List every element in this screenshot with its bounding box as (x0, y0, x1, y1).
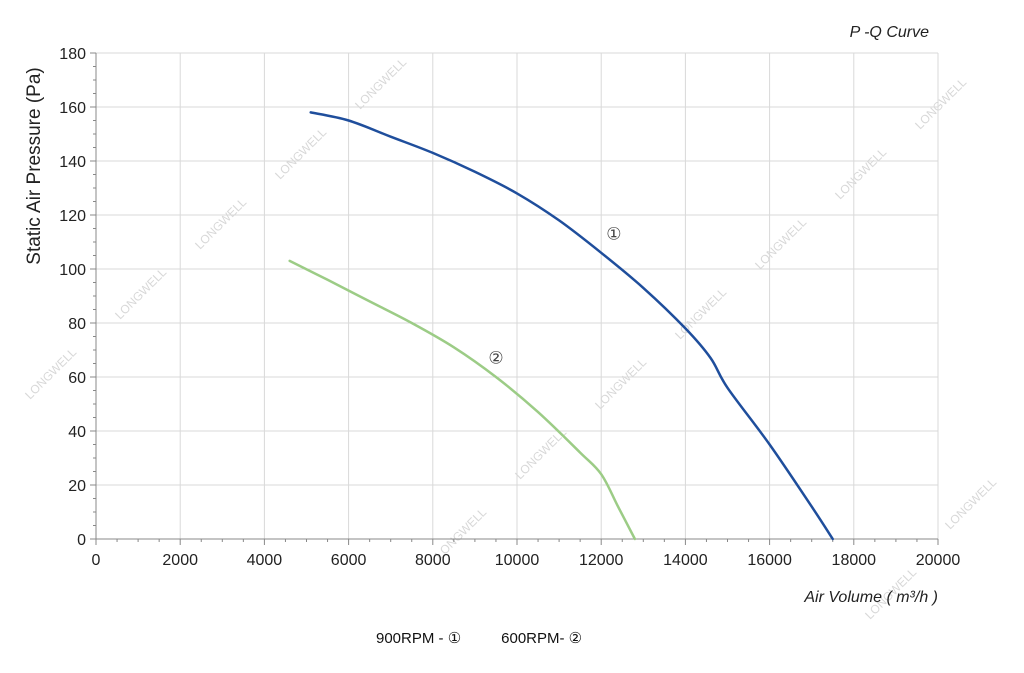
y-tick-label: 80 (68, 316, 86, 333)
watermark-text: LONGWELL (942, 475, 999, 532)
y-tick-label: 0 (77, 532, 86, 549)
x-axis-label: Air Volume ( m³/h ) (803, 589, 938, 606)
y-tick-label: 140 (59, 154, 86, 171)
x-tick-label: 0 (92, 552, 101, 569)
watermark-text: LONGWELL (192, 195, 249, 252)
y-axis-label: Static Air Pressure (Pa) (24, 67, 45, 264)
legend: 900RPM - ① 600RPM- ② (376, 629, 582, 647)
legend-item-900rpm: 900RPM - ① (376, 630, 462, 647)
x-tick-label: 4000 (247, 552, 283, 569)
y-tick-labels: 0 20 40 60 80 100 120 140 160 180 (59, 46, 86, 549)
watermark-text: LONGWELL (672, 285, 729, 342)
chart-title: P -Q Curve (850, 24, 930, 41)
series-line-600rpm (288, 259, 637, 541)
watermark-text: LONGWELL (832, 145, 889, 202)
x-tick-label: 6000 (331, 552, 367, 569)
series-marker-2: ② (488, 349, 503, 369)
x-tick-label: 18000 (832, 552, 877, 569)
watermark-text: LONGWELL (912, 75, 969, 132)
watermark-text: LONGWELL (352, 55, 409, 112)
axes (90, 52, 939, 545)
y-tick-label: 40 (68, 424, 86, 441)
x-tick-label: 2000 (162, 552, 198, 569)
y-tick-label: 60 (68, 370, 86, 387)
y-tick-label: 20 (68, 478, 86, 495)
watermark-text: LONGWELL (752, 215, 809, 272)
series-marker-1: ① (606, 224, 621, 244)
y-tick-label: 160 (59, 100, 86, 117)
grid (95, 52, 939, 540)
y-tick-label: 100 (59, 262, 86, 279)
y-tick-label: 180 (59, 46, 86, 63)
x-tick-label: 20000 (916, 552, 961, 569)
series-line-900rpm (309, 111, 834, 541)
watermark-text: LONGWELL (272, 125, 329, 182)
x-tick-label: 14000 (663, 552, 708, 569)
watermark-text: LONGWELL (112, 265, 169, 322)
watermark-layer: LONGWELL LONGWELL LONGWELL LONGWELL LONGWELL… (22, 55, 999, 622)
series-markers: ①② (488, 224, 621, 368)
x-tick-label: 16000 (747, 552, 792, 569)
y-tick-label: 120 (59, 208, 86, 225)
x-tick-labels: 0 2000 4000 6000 8000 10000 12000 14000 16000 180… (92, 552, 961, 569)
legend-item-600rpm: 600RPM- ② (501, 630, 583, 647)
x-tick-label: 8000 (415, 552, 451, 569)
series-lines (288, 111, 834, 541)
x-tick-label: 12000 (579, 552, 624, 569)
x-tick-label: 10000 (495, 552, 540, 569)
